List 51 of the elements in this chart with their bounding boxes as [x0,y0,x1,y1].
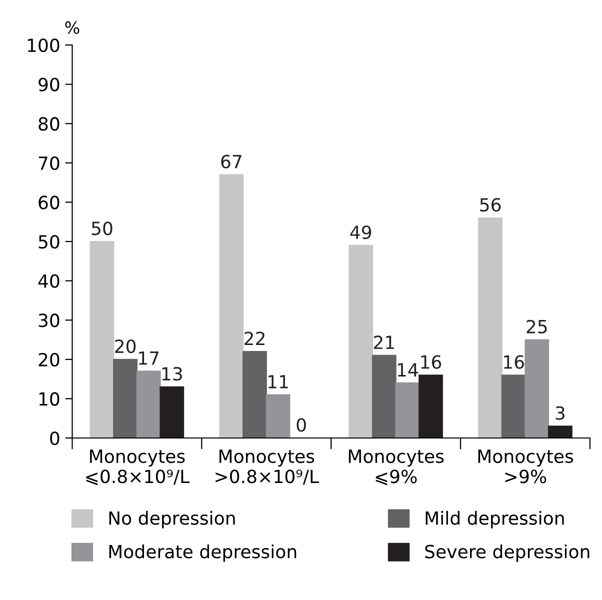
bar [113,358,138,438]
data-label: 3 [556,406,564,420]
y-tick-label: 60 [38,196,60,210]
data-label: 25 [526,320,547,334]
y-tick-label: 100 [28,38,60,52]
data-label: 11 [268,375,288,388]
bar [266,394,290,438]
data-label: 50 [92,222,112,236]
bar [418,374,443,438]
legend-label: Severe depression [425,544,590,562]
y-axis-title: % [65,21,80,34]
bar [219,174,244,438]
data-label: 13 [162,366,182,381]
bar [501,374,526,438]
data-label: 49 [350,225,372,240]
y-tick-label: 20 [38,352,60,367]
data-label: 67 [221,154,242,168]
data-label: 0 [296,418,306,432]
legend-label: No depression [109,510,235,528]
bar [136,370,161,438]
y-tick-label: 40 [38,274,60,288]
y-tick-label: 70 [38,156,60,170]
y-tick-label: 0 [50,431,60,446]
data-label: 21 [374,336,394,349]
legend-label: Moderate depression [109,544,296,562]
data-label: 17 [139,351,159,365]
bar [348,244,374,438]
x-tick-label: Monocytes >0.8×10⁹/L [216,450,319,485]
legend-label: Mild depression [426,510,564,528]
bar [160,386,184,438]
x-tick-label: Monocytes ⩽9% [348,450,444,486]
bar [90,240,114,438]
bar [478,217,503,438]
data-label: 20 [115,339,136,354]
x-tick-label: Monocytes >9% [478,450,574,484]
y-tick-label: 90 [38,78,60,92]
data-label: 22 [244,332,264,346]
y-tick-label: 30 [38,314,60,328]
data-label: 16 [504,355,524,369]
data-label: 14 [398,363,418,376]
bar [548,426,572,438]
bar [395,382,420,438]
y-tick-label: 50 [38,234,60,249]
data-label: 56 [480,198,501,212]
bar [372,354,396,438]
bar [524,339,550,438]
x-tick-label: Monocytes ⩽0.8×10⁹/L [86,450,190,486]
bar [242,350,267,438]
data-label: 16 [421,355,442,369]
y-tick-label: 80 [38,117,60,131]
y-tick-label: 10 [39,392,60,406]
